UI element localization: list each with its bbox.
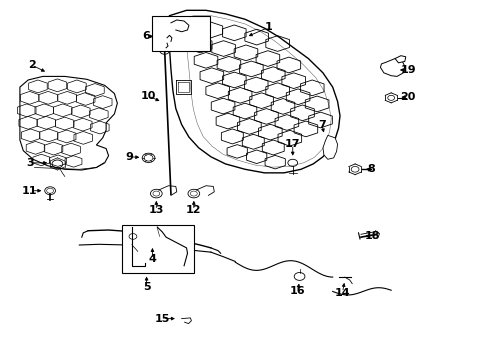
Text: 18: 18 [365, 231, 380, 242]
Text: 12: 12 [186, 205, 201, 215]
Text: 15: 15 [154, 314, 170, 324]
Text: 1: 1 [265, 22, 272, 32]
Text: 8: 8 [368, 164, 375, 174]
Text: 5: 5 [143, 282, 150, 292]
Polygon shape [380, 59, 405, 76]
Text: 9: 9 [125, 152, 133, 162]
Bar [122, 225, 195, 273]
Text: 20: 20 [400, 92, 416, 102]
Text: 13: 13 [148, 205, 164, 215]
Text: 2: 2 [28, 60, 35, 70]
Text: 3: 3 [27, 158, 34, 168]
Text: 7: 7 [318, 120, 326, 130]
Text: 10: 10 [141, 91, 156, 101]
Text: 19: 19 [400, 65, 416, 75]
Text: 11: 11 [22, 186, 37, 196]
Polygon shape [323, 135, 338, 159]
Bar [152, 16, 210, 51]
Text: 6: 6 [143, 31, 150, 41]
Polygon shape [395, 56, 406, 63]
Text: 4: 4 [148, 254, 156, 264]
Text: 17: 17 [285, 139, 300, 149]
Text: 14: 14 [335, 288, 350, 297]
Text: 16: 16 [290, 287, 305, 296]
